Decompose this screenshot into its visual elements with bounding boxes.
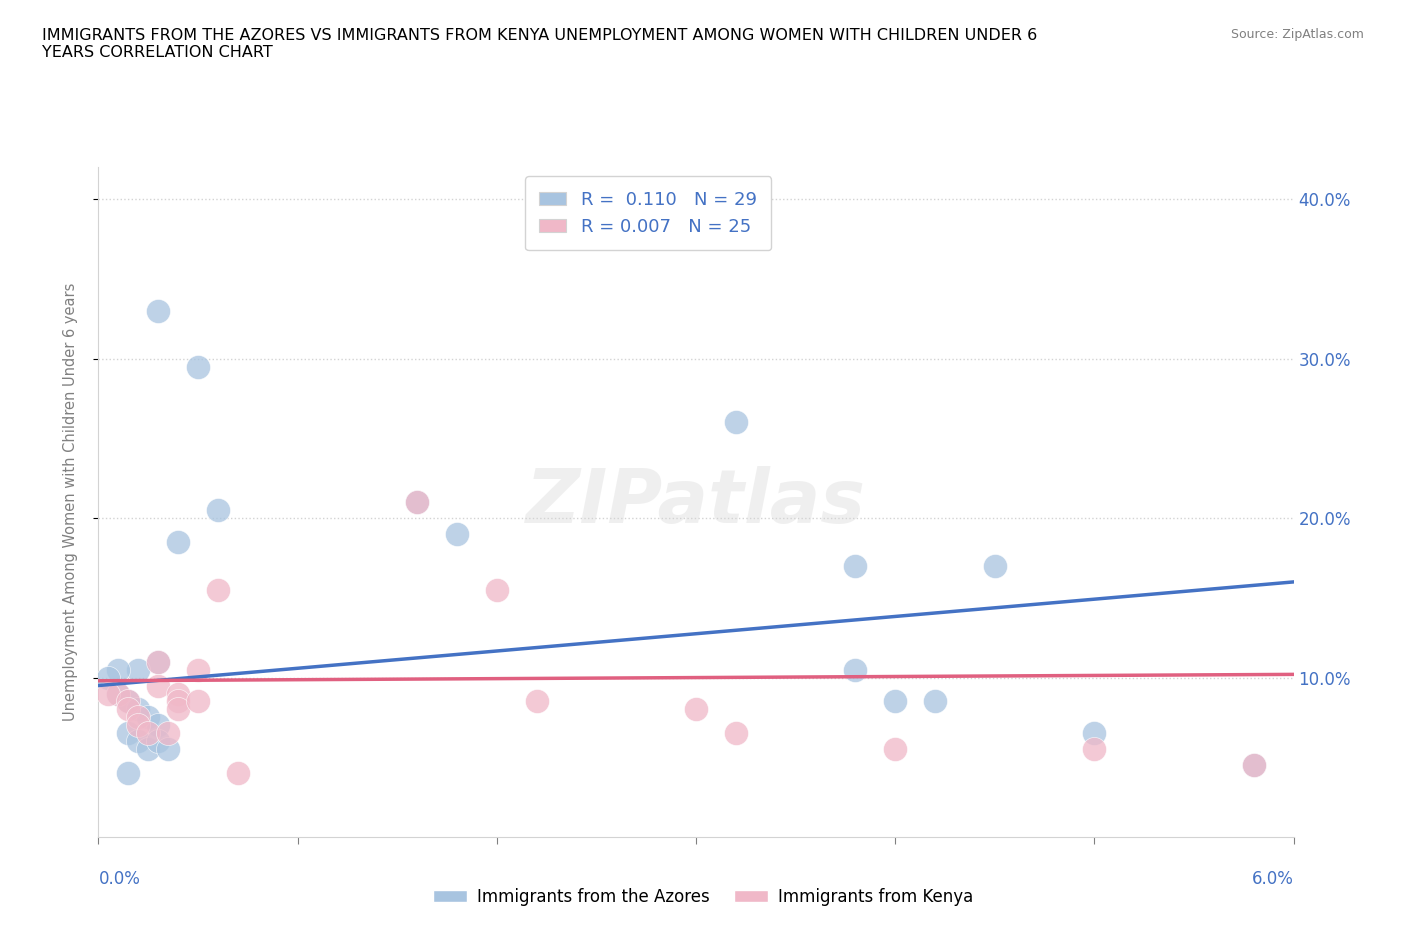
Point [136,742,159,757]
Point [148,678,170,693]
Text: Source: ZipAtlas.com: Source: ZipAtlas.com [1230,28,1364,41]
Point [924,694,946,709]
Point [136,710,159,724]
Point [724,726,747,741]
Point [127,734,149,749]
Text: IMMIGRANTS FROM THE AZORES VS IMMIGRANTS FROM KENYA UNEMPLOYMENT AMONG WOMEN WIT: IMMIGRANTS FROM THE AZORES VS IMMIGRANTS… [42,28,1038,60]
Point [1243,758,1265,773]
Point [107,662,129,677]
Point [148,734,170,749]
Point [117,694,139,709]
Point [148,303,170,318]
Point [148,718,170,733]
Point [187,662,209,677]
Point [187,694,209,709]
Point [127,702,149,717]
Point [127,718,149,733]
Point [446,526,468,541]
Point [157,742,180,757]
Point [127,662,149,677]
Point [724,415,747,430]
Point [167,686,190,701]
Point [406,495,429,510]
Text: ZIPatlas: ZIPatlas [526,466,866,538]
Point [884,694,907,709]
Point [187,359,209,374]
Y-axis label: Unemployment Among Women with Children Under 6 years: Unemployment Among Women with Children U… [63,283,77,722]
Point [148,654,170,669]
Point [1083,742,1105,757]
Point [107,686,129,701]
Point [984,559,1007,574]
Point [107,686,129,701]
Legend: Immigrants from the Azores, Immigrants from Kenya: Immigrants from the Azores, Immigrants f… [426,881,980,912]
Legend: R =  0.110   N = 29, R = 0.007   N = 25: R = 0.110 N = 29, R = 0.007 N = 25 [524,177,772,250]
Point [117,765,139,780]
Point [97,686,120,701]
Point [167,535,190,550]
Point [117,694,139,709]
Text: 6.0%: 6.0% [1251,870,1294,887]
Point [526,694,548,709]
Point [127,710,149,724]
Text: 0.0%: 0.0% [98,870,141,887]
Point [148,654,170,669]
Point [1083,726,1105,741]
Point [207,582,229,597]
Point [167,702,190,717]
Point [136,726,159,741]
Point [117,726,139,741]
Point [226,765,249,780]
Point [167,694,190,709]
Point [844,662,866,677]
Point [844,559,866,574]
Point [884,742,907,757]
Point [97,671,120,685]
Point [406,495,429,510]
Point [117,702,139,717]
Point [207,503,229,518]
Point [157,726,180,741]
Point [485,582,508,597]
Point [685,702,707,717]
Point [1243,758,1265,773]
